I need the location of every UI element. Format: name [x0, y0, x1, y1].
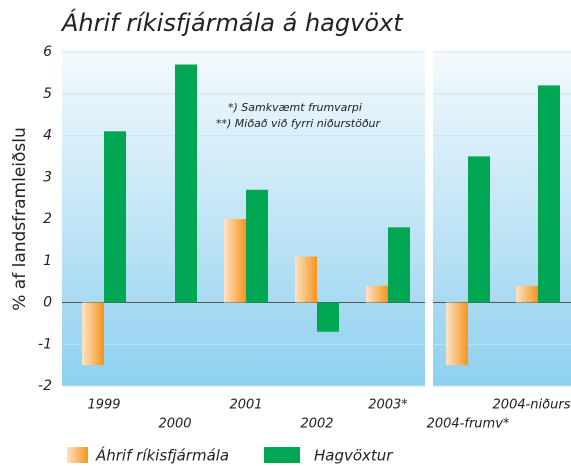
y-tick-label: 6: [43, 44, 52, 60]
y-tick-label: 5: [43, 86, 52, 102]
annotation: **) Miðað við fyrri niðurstöður: [216, 117, 382, 130]
bar: [516, 285, 538, 303]
bar: [295, 256, 317, 303]
annotation: *) Samkvæmt frumvarpi: [228, 101, 362, 114]
bar: [317, 302, 339, 332]
bar: [82, 302, 104, 366]
legend-swatch: [67, 447, 88, 463]
x-tick-label: 1999: [87, 398, 120, 413]
legend-swatch: [264, 447, 300, 463]
bar: [175, 64, 197, 303]
x-tick-label: 2001: [229, 398, 262, 413]
bar: [224, 219, 246, 303]
bar: [388, 227, 410, 303]
x-tick-label: 2004-frumv*: [427, 417, 510, 432]
y-tick-label: -1: [38, 336, 52, 352]
y-tick-label: 0: [43, 295, 52, 311]
y-tick-label: 1: [43, 253, 52, 269]
x-tick-label: 2004-niðurs**: [493, 398, 571, 413]
y-tick-label: 2: [43, 211, 52, 227]
y-tick-label: 3: [43, 169, 52, 185]
bar: [468, 156, 490, 303]
bar: [538, 85, 560, 303]
legend-label: Hagvöxtur: [314, 447, 393, 465]
y-tick-label: -2: [38, 378, 52, 394]
legend-label: Áhrif ríkisfjármála: [95, 446, 229, 465]
x-tick-label: 2003*: [368, 398, 408, 413]
chart-title: Áhrif ríkisfjármála á hagvöxt: [60, 8, 404, 37]
bar: [366, 285, 388, 303]
y-axis-label: % af landsframleiðslu: [10, 127, 30, 311]
bar: [246, 189, 268, 303]
y-tick-label: 4: [43, 128, 52, 144]
x-tick-label: 2000: [158, 417, 191, 432]
bar: [446, 302, 468, 366]
bar: [104, 131, 126, 303]
x-tick-label: 2002: [300, 417, 333, 432]
